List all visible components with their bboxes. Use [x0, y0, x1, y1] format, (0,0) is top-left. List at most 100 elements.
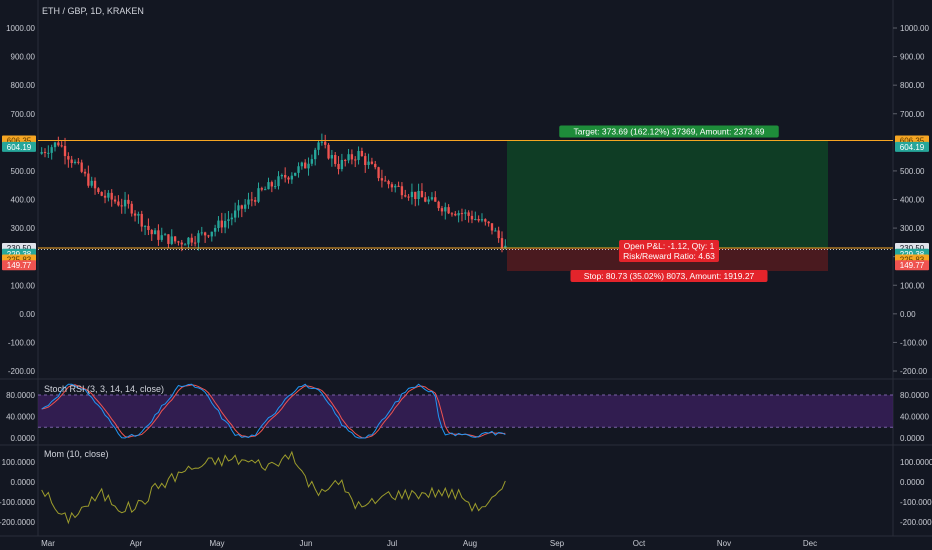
- position-labels[interactable]: Target: 373.69 (162.12%) 37369, Amount: …: [559, 125, 779, 283]
- stoch-right-tick: 40.0000: [900, 413, 929, 422]
- candle-body: [203, 232, 207, 236]
- right-price-tag[interactable]: [895, 260, 929, 271]
- candle-body: [253, 200, 257, 202]
- candle-body: [277, 176, 280, 187]
- candle-body: [53, 142, 57, 148]
- candle-body: [367, 161, 370, 166]
- right-price-tag-label: 229.38: [900, 250, 925, 259]
- time-label-oct: Oct: [633, 539, 646, 548]
- right-price-tag-label: 149.77: [900, 261, 925, 270]
- right-price-tag-label: 606.35: [900, 137, 925, 146]
- candle-body: [357, 150, 360, 160]
- time-label-jul: Jul: [387, 539, 397, 548]
- candle-body: [47, 152, 50, 154]
- grid-layer: [0, 0, 932, 537]
- candle-body: [500, 238, 504, 249]
- candle-body: [444, 207, 447, 212]
- candle-body: [440, 208, 444, 212]
- mom-right-tick: 100.0000: [900, 458, 932, 467]
- candle-body: [250, 199, 253, 201]
- candle-body: [240, 205, 243, 209]
- stop-label: Stop: 80.73 (35.02%) 8073, Amount: 1919.…: [584, 271, 755, 281]
- pnl-box[interactable]: [619, 239, 719, 262]
- candle-body: [400, 186, 404, 196]
- candle-body: [150, 230, 153, 235]
- candle-body: [107, 192, 110, 198]
- candle-body: [167, 234, 170, 244]
- candle-body: [153, 230, 157, 235]
- mom-right-tick: -100.0000: [900, 498, 932, 507]
- price-axes[interactable]: 1000.00900.00800.00700.00600.00500.00400…: [2, 24, 929, 376]
- candle-body: [177, 241, 180, 243]
- candle-body: [100, 192, 103, 196]
- left-price-tag[interactable]: [2, 260, 36, 271]
- candle-body: [424, 197, 427, 202]
- stoch-left-tick: 40.0000: [6, 413, 35, 422]
- candle-body: [310, 159, 314, 164]
- candle-body: [274, 186, 277, 188]
- candle-body: [243, 204, 247, 209]
- stoch-left-tick: 80.0000: [6, 391, 35, 400]
- candle-body: [390, 184, 394, 188]
- candle-body: [127, 199, 130, 204]
- left-price-tag[interactable]: [2, 141, 36, 152]
- candle-body: [344, 159, 347, 161]
- candle-body: [430, 197, 434, 200]
- pnl-line: Open P&L: -1.12, Qty: 1: [624, 241, 715, 251]
- candle-body: [200, 232, 203, 234]
- candle-body: [494, 230, 497, 232]
- candle-body: [137, 213, 140, 216]
- mom-left-tick: -100.0000: [0, 498, 36, 507]
- stoch-band: [38, 395, 893, 428]
- candle-body: [140, 213, 143, 227]
- candle-body: [290, 175, 294, 180]
- candle-body: [484, 219, 487, 222]
- stoch-right-tick: 0.0000: [900, 434, 925, 443]
- mom-right-tick: 0.0000: [900, 478, 925, 487]
- right-price-tick: 1000.00: [900, 24, 929, 33]
- candle-body: [327, 144, 330, 159]
- candle-body: [464, 212, 467, 214]
- candle-body: [330, 155, 334, 159]
- candle-body: [340, 159, 344, 170]
- right-price-tick: 800.00: [900, 81, 925, 90]
- candle-body: [407, 196, 410, 198]
- candle-body: [394, 185, 397, 188]
- candle-body: [160, 235, 163, 240]
- candle-body: [380, 178, 384, 181]
- stop-label-box[interactable]: [570, 270, 768, 283]
- left-price-tag-label: 606.35: [7, 137, 32, 146]
- candle-body: [337, 163, 340, 170]
- candle-body: [454, 213, 457, 216]
- candle-body: [334, 155, 337, 164]
- candle-body: [193, 242, 197, 244]
- time-label-may: May: [209, 539, 224, 548]
- stoch-right-tick: 80.0000: [900, 391, 929, 400]
- momentum-pane[interactable]: 100.0000 100.0000 0.0000 0.0000 -100.0000 -10…: [0, 450, 932, 527]
- level-lines[interactable]: [38, 140, 893, 250]
- stoch-rsi-pane[interactable]: 80.0000 80.0000 40.0000 40.0000 0.0000 0.0000: [6, 383, 929, 443]
- candle-body: [490, 223, 494, 231]
- risk-reward-line: Risk/Reward Ratio: 4.63: [623, 251, 715, 261]
- target-zone[interactable]: [507, 140, 828, 248]
- candle-body: [364, 156, 367, 166]
- position-zones[interactable]: [507, 140, 828, 272]
- right-price-tick: 500.00: [900, 167, 925, 176]
- candle-body: [270, 182, 273, 187]
- left-price-tick: 500.00: [11, 167, 36, 176]
- target-label-box[interactable]: [559, 125, 779, 138]
- candle-body: [133, 213, 137, 216]
- left-price-tag-label: 229.38: [7, 250, 32, 259]
- time-axis[interactable]: Mar Apr May Jun Jul Aug Sep Oct Nov Dec: [41, 539, 817, 548]
- candle-body: [300, 162, 304, 167]
- candle-body: [487, 221, 490, 224]
- candle-body: [297, 166, 300, 173]
- candle-body: [307, 163, 310, 169]
- candle-body: [233, 210, 237, 218]
- candle-body: [60, 145, 63, 147]
- right-price-tag[interactable]: [895, 141, 929, 152]
- candle-body: [384, 180, 387, 182]
- candle-body: [470, 215, 474, 220]
